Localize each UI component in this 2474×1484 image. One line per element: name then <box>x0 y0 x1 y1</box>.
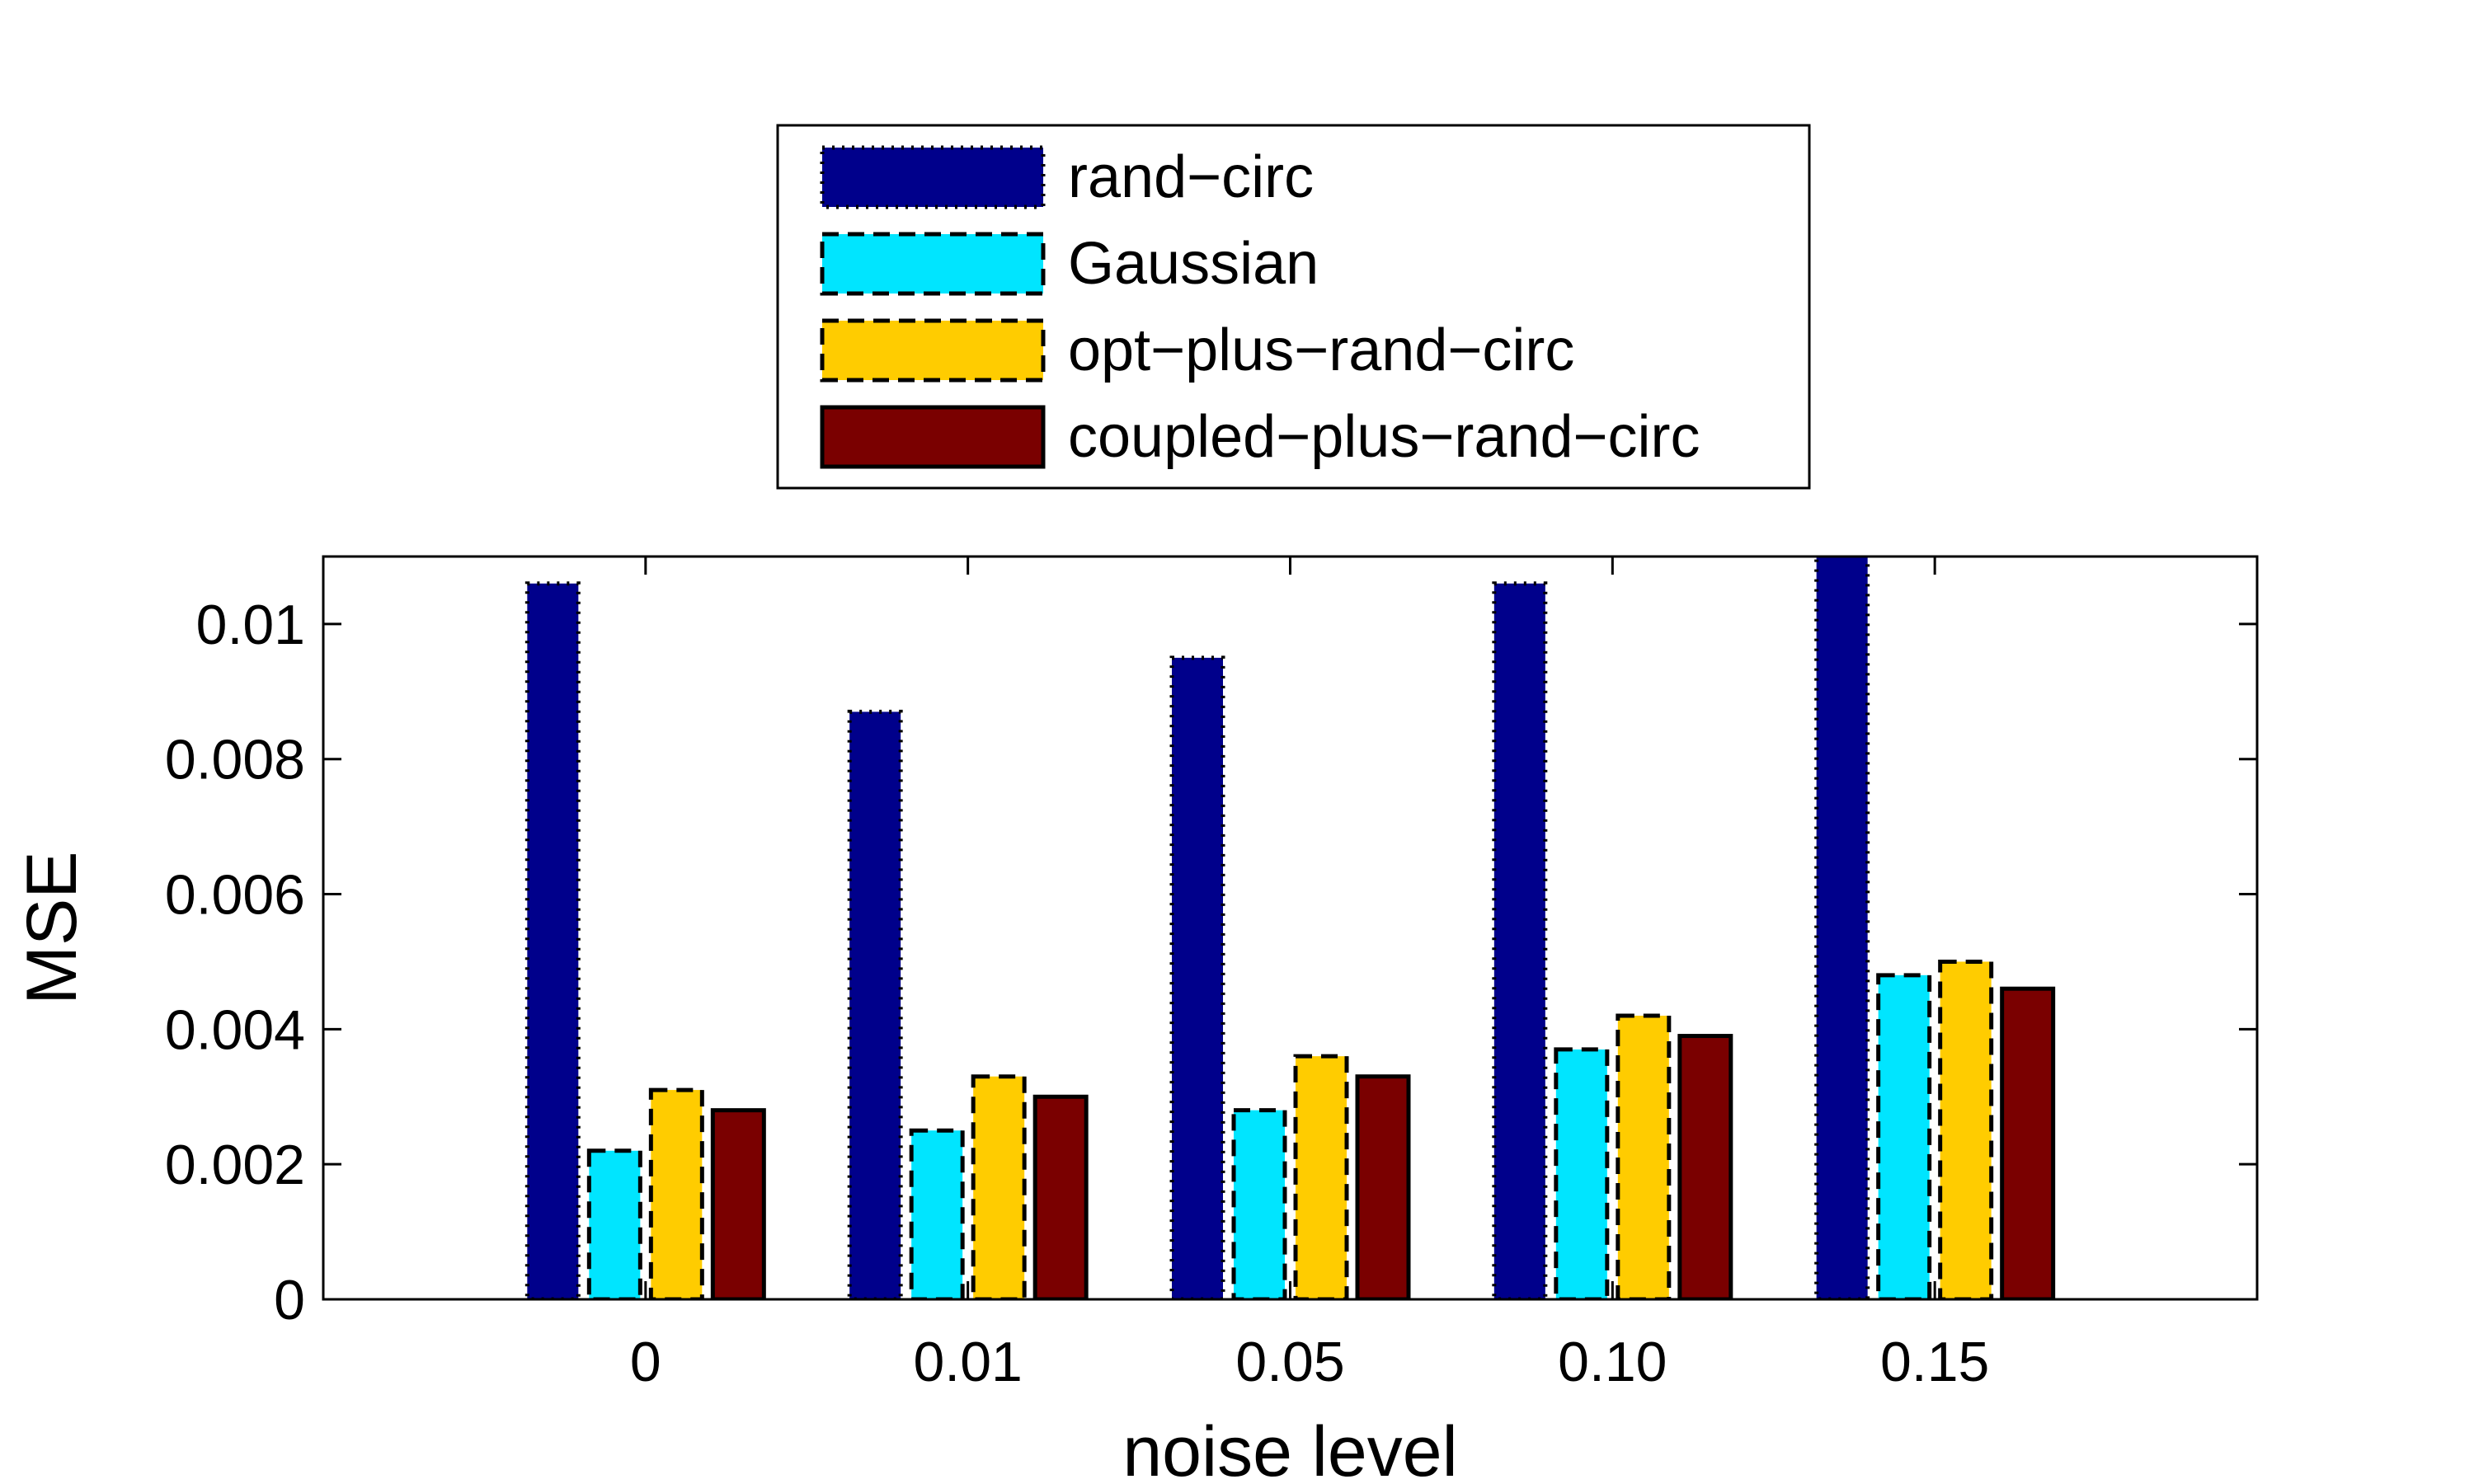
legend: rand−circ Gaussian opt−plus−rand−circ coupl… <box>776 124 1811 490</box>
y-axis-label: MSE <box>12 851 92 1004</box>
legend-swatch-4 <box>820 405 1046 469</box>
legend-label-4: coupled−plus−rand−circ <box>1068 404 1700 470</box>
x-tick-label-1: 0.01 <box>913 1331 1022 1393</box>
legend-swatch-1 <box>820 145 1046 209</box>
bar-1-cat-1 <box>524 581 581 1299</box>
bar-1-cat-5 <box>1814 556 1870 1299</box>
bar-3-cat-4 <box>1616 1013 1672 1299</box>
bar-2-cat-5 <box>1876 973 1932 1299</box>
x-tick-label-2: 0.05 <box>1235 1331 1344 1393</box>
x-tick-label-3: 0.10 <box>1558 1331 1667 1393</box>
bar-3-cat-1 <box>648 1087 704 1299</box>
bars-layer <box>524 556 2056 1299</box>
y-tick-label-4: 0.008 <box>165 729 305 791</box>
bar-4-cat-1 <box>710 1108 766 1299</box>
bar-4-cat-4 <box>1677 1034 1733 1299</box>
bar-2-cat-4 <box>1554 1047 1610 1299</box>
bar-1-cat-4 <box>1492 581 1548 1299</box>
y-tick-label-1: 0.002 <box>165 1134 305 1196</box>
bar-3-cat-2 <box>971 1074 1027 1299</box>
bar-4-cat-2 <box>1032 1094 1089 1299</box>
legend-label-1: rand−circ <box>1068 144 1314 210</box>
bar-2-cat-1 <box>586 1148 642 1299</box>
x-tick-labels: 0 0.01 0.05 0.10 0.15 <box>630 1331 1989 1393</box>
bar-2-cat-2 <box>909 1128 965 1299</box>
bar-1-cat-3 <box>1169 655 1225 1299</box>
bar-4-cat-3 <box>1355 1074 1411 1299</box>
axis-ticks <box>323 556 2257 1301</box>
bar-4-cat-5 <box>2000 986 2056 1299</box>
x-tick-label-0: 0 <box>630 1331 661 1393</box>
bar-1-cat-2 <box>847 709 903 1299</box>
legend-swatch-2 <box>820 232 1046 296</box>
y-tick-label-5: 0.01 <box>196 594 305 656</box>
bar-2-cat-3 <box>1231 1108 1287 1299</box>
y-tick-label-0: 0 <box>274 1269 305 1331</box>
y-tick-label-3: 0.006 <box>165 864 305 927</box>
legend-label-2: Gaussian <box>1068 231 1319 297</box>
bar-3-cat-3 <box>1293 1054 1349 1299</box>
legend-label-3: opt−plus−rand−circ <box>1068 317 1574 383</box>
y-tick-label-2: 0.004 <box>165 998 305 1061</box>
x-axis-label: noise level <box>1122 1412 1457 1484</box>
y-tick-labels: 0 0.002 0.004 0.006 0.008 0.01 <box>165 594 305 1331</box>
bar-3-cat-5 <box>1938 959 1994 1299</box>
legend-swatch-3 <box>820 318 1046 383</box>
x-tick-label-4: 0.15 <box>1880 1331 1989 1393</box>
